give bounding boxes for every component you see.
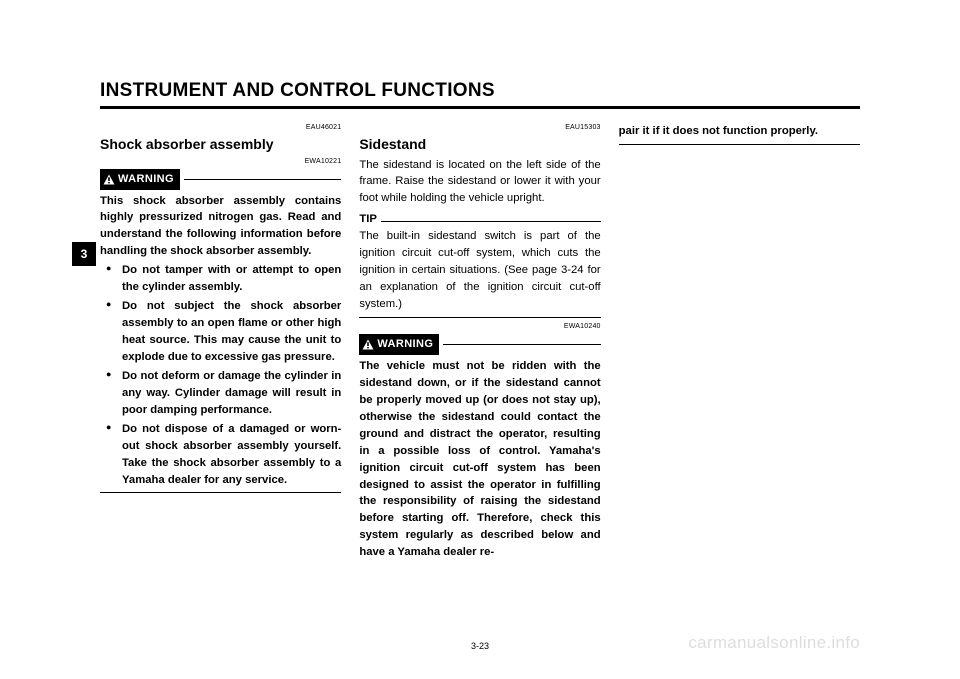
warning-row: WARNING xyxy=(359,334,600,355)
bullet-item: Do not deform or damage the cylinder in … xyxy=(112,368,341,419)
tip-label: TIP xyxy=(359,211,377,228)
warning-label: WARNING xyxy=(100,169,180,190)
warning-intro: This shock absorber assembly contains hi… xyxy=(100,193,341,261)
warning-text: WARNING xyxy=(377,336,433,353)
rule-line xyxy=(381,221,601,222)
manual-page: INSTRUMENT AND CONTROL FUNCTIONS 3 EAU46… xyxy=(0,0,960,679)
ref-code: EWA10221 xyxy=(100,157,341,168)
sidestand-intro: The sidestand is located on the left sid… xyxy=(359,157,600,208)
warning-text: WARNING xyxy=(118,171,174,188)
watermark-text: carmanualsonline.info xyxy=(688,633,860,653)
warning-triangle-icon xyxy=(103,174,115,185)
warning-label: WARNING xyxy=(359,334,439,355)
ref-code: EAU46021 xyxy=(100,123,341,134)
bullet-item: Do not subject the shock absorber assemb… xyxy=(112,298,341,366)
tip-row: TIP xyxy=(359,211,600,228)
bullet-item: Do not dispose of a damaged or worn-out … xyxy=(112,421,341,489)
column-3: pair it if it does not function properly… xyxy=(619,123,860,561)
rule-line xyxy=(100,492,341,493)
section-heading-shock: Shock absorber assembly xyxy=(100,134,341,155)
content-columns: EAU46021 Shock absorber assembly EWA1022… xyxy=(100,123,860,561)
warning-triangle-icon xyxy=(362,339,374,350)
ref-code: EAU15303 xyxy=(359,123,600,134)
warning-body: The vehicle must not be ridden with the … xyxy=(359,358,600,561)
rule-line xyxy=(443,344,600,345)
warning-body-continued: pair it if it does not function properly… xyxy=(619,123,860,140)
warning-row: WARNING xyxy=(100,169,341,190)
page-title: INSTRUMENT AND CONTROL FUNCTIONS xyxy=(100,80,860,109)
column-2: EAU15303 Sidestand The sidestand is loca… xyxy=(359,123,600,561)
rule-line xyxy=(619,144,860,145)
rule-line xyxy=(359,317,600,318)
column-1: EAU46021 Shock absorber assembly EWA1022… xyxy=(100,123,341,561)
section-heading-sidestand: Sidestand xyxy=(359,134,600,155)
chapter-tab: 3 xyxy=(72,242,96,266)
tip-body: The built-in sidestand switch is part of… xyxy=(359,228,600,313)
ref-code: EWA10240 xyxy=(359,322,600,333)
warning-bullets: Do not tamper with or attempt to open th… xyxy=(100,262,341,488)
rule-line xyxy=(184,179,341,180)
bullet-item: Do not tamper with or attempt to open th… xyxy=(112,262,341,296)
